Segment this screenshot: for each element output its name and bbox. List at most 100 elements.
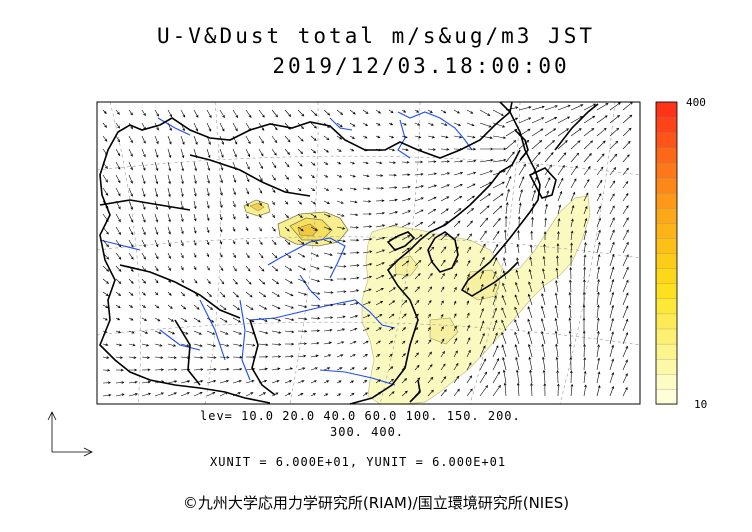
- wind-arrow: [453, 300, 457, 306]
- wind-arrow: [245, 109, 252, 118]
- wind-arrow: [557, 128, 570, 137]
- colorbar-segment: [655, 116, 678, 133]
- wind-arrow: [310, 226, 318, 231]
- wind-arrow: [219, 135, 224, 145]
- wind-arrow: [206, 174, 210, 184]
- wind-arrow: [271, 278, 280, 285]
- wind-arrow: [349, 289, 360, 293]
- wind-arrow: [388, 198, 398, 202]
- wind-arrow: [555, 279, 559, 293]
- wind-arrow: [609, 166, 617, 176]
- wind-arrow: [401, 378, 408, 384]
- wind-arrow: [622, 292, 629, 306]
- wind-arrow: [388, 236, 398, 241]
- wind-arrow: [622, 127, 632, 137]
- wind-arrow: [349, 354, 356, 358]
- wind-arrow: [531, 151, 541, 163]
- wind-arrow: [414, 122, 421, 126]
- wind-arrow: [514, 319, 520, 332]
- wind-arrow: [206, 343, 217, 347]
- wind-arrow: [375, 199, 385, 203]
- wind-arrow: [556, 369, 559, 384]
- rivers: [99, 111, 473, 386]
- wind-arrow: [596, 217, 601, 228]
- wind-arrow: [323, 341, 333, 345]
- wind-arrow: [141, 278, 147, 284]
- wind-arrow: [609, 266, 615, 280]
- wind-arrow: [154, 265, 159, 272]
- wind-arrow: [206, 213, 210, 222]
- wind-arrow: [375, 148, 382, 152]
- wind-arrow: [388, 148, 396, 152]
- wind-arrow: [528, 281, 533, 293]
- wind-arrow: [206, 148, 211, 159]
- wind-arrow: [245, 265, 251, 272]
- wind-arrow: [427, 148, 436, 151]
- wind-arrow: [541, 305, 546, 319]
- wind-arrow: [583, 205, 588, 215]
- wind-arrow: [349, 327, 358, 332]
- wind-arrow: [258, 291, 267, 298]
- wind-arrow: [453, 350, 458, 358]
- wind-arrow: [297, 213, 303, 219]
- wind-arrow: [466, 300, 470, 306]
- wind-arrow: [193, 343, 203, 347]
- wind-arrow: [245, 252, 250, 259]
- wind-arrow: [245, 392, 254, 397]
- wind-arrow: [284, 239, 291, 245]
- wind-arrow: [115, 343, 123, 347]
- wind-arrow: [258, 367, 268, 371]
- wind-arrow: [167, 148, 172, 159]
- wind-arrow: [128, 200, 133, 210]
- wind-arrow: [427, 351, 432, 358]
- wind-arrow: [453, 286, 457, 293]
- wind-arrow: [596, 344, 600, 358]
- wind-arrow: [609, 180, 616, 189]
- wind-arrow: [440, 259, 446, 267]
- wind-arrow: [336, 213, 345, 217]
- wind-arrow: [518, 106, 532, 111]
- wind-arrow: [582, 291, 586, 306]
- wind-arrow: [531, 128, 544, 137]
- wind-arrow: [219, 148, 224, 158]
- wind-arrow: [440, 350, 445, 358]
- wind-arrow: [609, 241, 615, 254]
- wind-arrow: [401, 313, 407, 319]
- wind-arrow: [453, 325, 457, 332]
- wind-arrow: [362, 367, 368, 371]
- wind-arrow: [362, 174, 370, 178]
- wind-arrow: [518, 202, 522, 215]
- wind-arrow: [582, 317, 586, 331]
- wind-arrow: [297, 174, 303, 179]
- wind-arrow: [310, 213, 317, 218]
- colorbar-segment: [655, 207, 678, 224]
- wind-arrow: [245, 213, 249, 220]
- wind-arrow: [388, 122, 394, 126]
- wind-arrow: [362, 148, 368, 152]
- wind-arrow: [401, 185, 411, 189]
- wind-arrow: [128, 109, 133, 116]
- wind-arrow: [271, 109, 279, 118]
- wind-arrow: [258, 226, 262, 232]
- wind-arrow: [492, 135, 507, 139]
- wind-arrow: [515, 356, 520, 371]
- wind-arrow: [167, 135, 172, 145]
- wind-arrow: [180, 291, 186, 297]
- wind-arrow: [258, 148, 264, 157]
- wind-arrow: [466, 337, 471, 345]
- wind-arrow: [440, 338, 445, 345]
- wind-arrow: [297, 317, 308, 321]
- wind-arrow: [479, 170, 493, 176]
- wind-arrow: [555, 356, 559, 371]
- wind-arrow: [336, 148, 342, 152]
- wind-arrow: [128, 393, 138, 397]
- wind-arrow: [531, 189, 536, 202]
- wind-arrow: [310, 278, 321, 283]
- wind-arrow: [453, 246, 459, 254]
- wind-arrow: [557, 104, 571, 111]
- wind-arrow: [414, 247, 423, 254]
- wind-arrow: [414, 259, 422, 267]
- wind-arrow: [323, 109, 331, 116]
- wind-arrow: [245, 174, 250, 183]
- wind-arrow: [206, 368, 217, 371]
